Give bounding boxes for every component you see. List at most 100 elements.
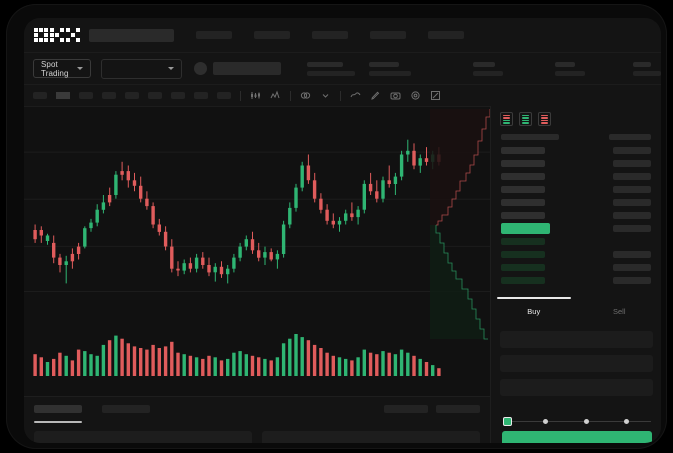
slider-handle[interactable] — [503, 417, 512, 426]
nav-item-list — [196, 31, 464, 39]
buy-sell-tabs: Buy Sell — [491, 297, 662, 324]
price-chart-pane[interactable] — [24, 106, 490, 396]
bottom-tab-active-indicator — [34, 421, 82, 423]
camera-icon[interactable] — [390, 90, 401, 101]
bottom-action-1[interactable] — [436, 405, 480, 413]
indicators-icon[interactable] — [270, 90, 281, 101]
timeframe-6[interactable] — [171, 92, 185, 99]
orderbook-column-headers — [491, 126, 661, 140]
stat-label — [473, 61, 495, 67]
order-price-input[interactable] — [500, 331, 653, 348]
stat-value — [473, 70, 503, 76]
slider-node-25[interactable] — [543, 419, 548, 424]
amount-cell — [613, 147, 651, 154]
pencil-draw-icon[interactable] — [370, 90, 381, 101]
logo-glyph-o — [34, 28, 48, 42]
market-type-dropdown[interactable]: Spot Trading — [33, 59, 92, 78]
orderbook-bid-row[interactable] — [501, 248, 651, 261]
orderbook-bids-icon[interactable] — [519, 112, 532, 126]
bottom-card-0[interactable] — [34, 431, 252, 443]
nav-item-1[interactable] — [254, 31, 290, 39]
order-entry-form — [491, 324, 661, 396]
slider-node-75[interactable] — [624, 419, 629, 424]
depth-chart-overlay — [430, 109, 490, 340]
line-chart-icon[interactable] — [350, 90, 361, 101]
toolbar-divider — [340, 90, 341, 101]
orderbook-ask-row[interactable] — [501, 144, 651, 157]
volume-histogram — [33, 334, 441, 376]
candlestick-chart — [24, 139, 490, 292]
orderbook-ask-row[interactable] — [501, 170, 651, 183]
orderbook-ask-row[interactable] — [501, 196, 651, 209]
orderbook-asks-icon[interactable] — [538, 112, 551, 126]
bottom-tab-1[interactable] — [102, 405, 150, 413]
timeframe-3[interactable] — [102, 92, 116, 99]
orderbook-bid-row[interactable] — [501, 235, 651, 248]
price-cell — [501, 160, 545, 167]
slider-node-50[interactable] — [584, 419, 589, 424]
amount-cell — [613, 264, 651, 271]
orderbook-price-header — [501, 134, 559, 140]
nav-title-placeholder — [89, 28, 174, 42]
orderbook-amount-header — [609, 134, 651, 140]
compare-icon[interactable] — [300, 90, 311, 101]
bottom-card-list — [34, 431, 480, 443]
coin-avatar — [194, 62, 207, 75]
nav-item-0[interactable] — [196, 31, 232, 39]
orderbook-both-icon[interactable] — [500, 112, 513, 126]
amount-cell — [613, 186, 651, 193]
timeframe-8[interactable] — [217, 92, 231, 99]
pair-name-placeholder — [213, 62, 281, 75]
timeframe-5[interactable] — [148, 92, 162, 99]
settings-gear-icon[interactable] — [410, 90, 421, 101]
nav-item-4[interactable] — [428, 31, 464, 39]
pair-select-dropdown[interactable] — [101, 58, 182, 79]
order-total-input[interactable] — [500, 379, 653, 396]
bottom-action-0[interactable] — [384, 405, 428, 413]
orderbook-mark-price-row[interactable] — [501, 222, 651, 235]
toolbar-divider — [290, 90, 291, 101]
chevron-down-icon[interactable] — [320, 90, 331, 101]
bottom-actions — [384, 405, 480, 413]
price-cell — [501, 238, 545, 245]
okx-logo[interactable] — [34, 28, 80, 42]
chevron-down-icon — [168, 67, 174, 70]
amount-cell — [613, 251, 651, 258]
orderbook-ask-row[interactable] — [501, 157, 651, 170]
orderbook-trade-panel: Buy Sell — [490, 106, 661, 443]
nav-item-2[interactable] — [312, 31, 348, 39]
bottom-card-1[interactable] — [262, 431, 480, 443]
app-screen: Spot Trading — [24, 18, 661, 443]
device-bezel: Spot Trading — [6, 4, 667, 449]
amount-percent-slider[interactable] — [503, 416, 651, 427]
orderbook-bid-row[interactable] — [501, 261, 651, 274]
tab-sell-label: Sell — [612, 306, 626, 316]
tab-sell[interactable]: Sell — [577, 298, 662, 324]
timeframe-7[interactable] — [194, 92, 208, 99]
timeframe-4[interactable] — [125, 92, 139, 99]
orderbook-bid-row[interactable] — [501, 274, 651, 287]
timeframe-2[interactable] — [79, 92, 93, 99]
orderbook-ask-row[interactable] — [501, 209, 651, 222]
toolbar-divider — [240, 90, 241, 101]
stat-value — [369, 70, 411, 76]
order-amount-input[interactable] — [500, 355, 653, 372]
stat-label — [555, 61, 575, 67]
candlestick-chart-icon[interactable] — [250, 90, 261, 101]
amount-cell — [613, 199, 651, 206]
timeframe-1[interactable] — [56, 92, 70, 99]
market-stat-4 — [633, 61, 661, 76]
timeframe-0[interactable] — [33, 92, 47, 99]
bottom-tab-0[interactable] — [34, 405, 82, 413]
market-type-label: Spot Trading — [41, 59, 69, 78]
fullscreen-icon[interactable] — [430, 90, 441, 101]
orderbook-ask-row[interactable] — [501, 183, 651, 196]
market-subheader: Spot Trading — [24, 52, 661, 84]
price-cell — [501, 186, 545, 193]
submit-buy-button[interactable] — [502, 431, 652, 443]
price-cell — [501, 277, 545, 284]
nav-item-3[interactable] — [370, 31, 406, 39]
amount-cell — [613, 225, 651, 232]
tab-buy[interactable]: Buy — [491, 297, 577, 324]
price-cell — [501, 199, 545, 206]
